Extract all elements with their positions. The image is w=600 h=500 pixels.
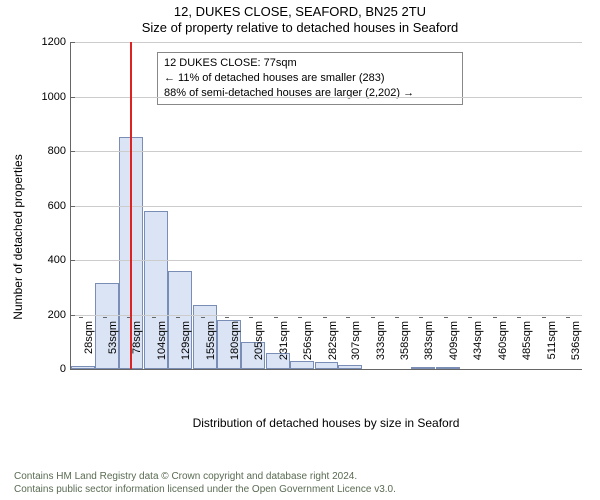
gridline xyxy=(71,151,582,152)
y-tick: 800 xyxy=(48,145,71,157)
x-tick: 104sqm xyxy=(156,321,168,373)
x-tick: 53sqm xyxy=(107,321,119,373)
x-tick: 536sqm xyxy=(570,321,582,373)
x-tick: 358sqm xyxy=(399,321,411,373)
y-tick: 1200 xyxy=(42,36,71,48)
x-tick: 180sqm xyxy=(229,321,241,373)
x-tick: 434sqm xyxy=(472,321,484,373)
x-tick: 205sqm xyxy=(253,321,265,373)
gridline xyxy=(71,315,582,316)
gridline xyxy=(71,42,582,43)
y-tick: 600 xyxy=(48,200,71,212)
x-tick: 460sqm xyxy=(497,321,509,373)
title-main: 12, DUKES CLOSE, SEAFORD, BN25 2TU xyxy=(0,0,600,19)
x-tick: 307sqm xyxy=(350,321,362,373)
x-tick: 231sqm xyxy=(278,321,290,373)
x-tick: 485sqm xyxy=(521,321,533,373)
x-axis-label: Distribution of detached houses by size … xyxy=(70,416,582,430)
x-tick: 256sqm xyxy=(302,321,314,373)
y-tick: 400 xyxy=(48,254,71,266)
x-tick: 383sqm xyxy=(423,321,435,373)
x-tick: 409sqm xyxy=(448,321,460,373)
chart-area: Number of detached properties 12 DUKES C… xyxy=(30,42,582,432)
y-tick: 1000 xyxy=(42,91,71,103)
x-tick: 511sqm xyxy=(546,321,558,373)
x-tick: 333sqm xyxy=(375,321,387,373)
gridline xyxy=(71,260,582,261)
marker-line xyxy=(130,42,132,369)
title-sub: Size of property relative to detached ho… xyxy=(0,19,600,35)
x-tick: 78sqm xyxy=(131,321,143,373)
x-tick: 129sqm xyxy=(180,321,192,373)
gridline xyxy=(71,206,582,207)
footer-line-1: Contains HM Land Registry data © Crown c… xyxy=(14,471,396,484)
plot-region: 12 DUKES CLOSE: 77sqm ← 11% of detached … xyxy=(70,42,582,370)
footer-attribution: Contains HM Land Registry data © Crown c… xyxy=(14,471,396,496)
y-tick: 200 xyxy=(48,309,71,321)
x-tick: 282sqm xyxy=(327,321,339,373)
y-tick: 0 xyxy=(60,363,71,375)
legend-line-1: 12 DUKES CLOSE: 77sqm xyxy=(164,56,456,71)
legend-line-2: ← 11% of detached houses are smaller (28… xyxy=(164,71,456,86)
footer-line-2: Contains public sector information licen… xyxy=(14,484,396,497)
x-tick: 28sqm xyxy=(83,321,95,373)
x-tick: 155sqm xyxy=(205,321,217,373)
y-axis-label: Number of detached properties xyxy=(11,154,25,319)
gridline xyxy=(71,97,582,98)
legend-line-3: 88% of semi-detached houses are larger (… xyxy=(164,86,456,101)
